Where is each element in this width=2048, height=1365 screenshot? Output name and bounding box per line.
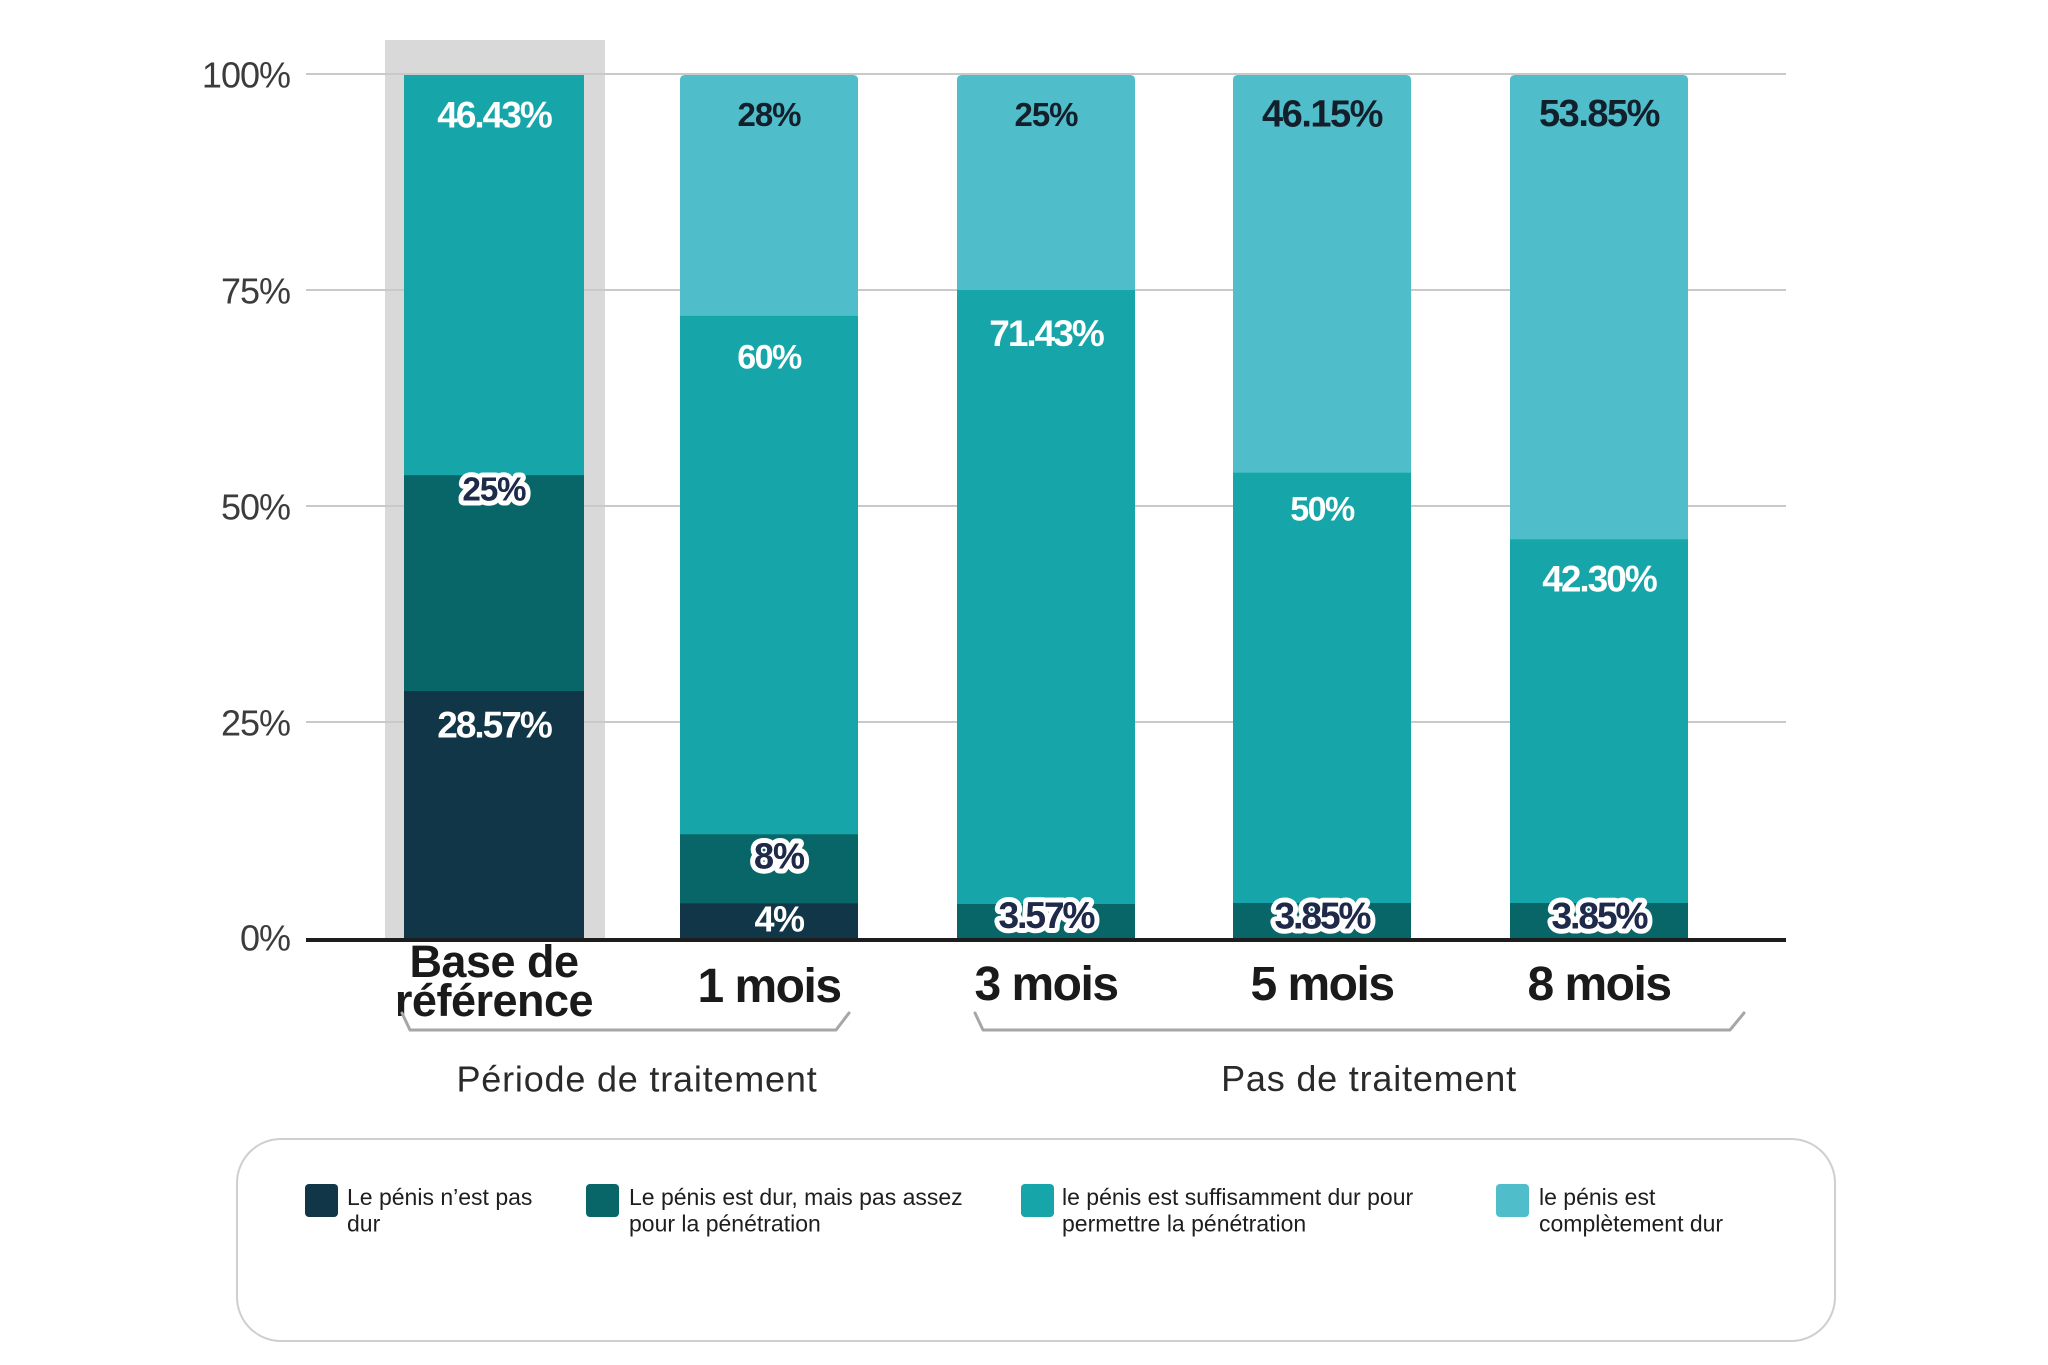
svg-text:Le pénis n’est pas: Le pénis n’est pas [347,1184,532,1210]
svg-text:0%: 0% [240,918,290,959]
svg-text:46.15%: 46.15% [1262,94,1383,136]
svg-text:75%: 75% [221,271,290,312]
svg-text:3.85%: 3.85% [1275,896,1371,937]
svg-text:le pénis est suffisamment dur: le pénis est suffisamment dur pour [1062,1184,1413,1210]
svg-text:3.85%: 3.85% [1552,896,1648,937]
svg-text:53.85%: 53.85% [1539,93,1660,135]
svg-text:Le pénis est dur, mais pas ass: Le pénis est dur, mais pas assez [629,1184,963,1210]
svg-text:25%: 25% [221,703,290,744]
svg-text:dur: dur [347,1211,381,1237]
svg-text:le pénis est: le pénis est [1539,1184,1656,1210]
svg-text:5 mois: 5 mois [1250,958,1393,1011]
svg-text:3 mois: 3 mois [974,958,1117,1011]
svg-text:25%: 25% [462,471,526,508]
svg-text:4%: 4% [754,899,805,940]
svg-text:25%: 25% [462,471,526,508]
svg-text:permettre la pénétration: permettre la pénétration [1062,1211,1306,1237]
svg-text:8%: 8% [754,835,805,876]
svg-text:3.85%: 3.85% [1275,896,1371,937]
svg-text:1 mois: 1 mois [697,960,840,1013]
svg-text:pour la pénétration: pour la pénétration [629,1211,821,1237]
svg-text:Base de: Base de [409,936,578,987]
svg-text:71.43%: 71.43% [989,313,1104,354]
svg-text:référence: référence [395,975,593,1026]
svg-text:3.57%: 3.57% [999,895,1095,936]
svg-text:28%: 28% [737,96,801,133]
svg-text:50%: 50% [1290,490,1355,528]
svg-text:50%: 50% [221,487,290,528]
svg-text:complètement dur: complètement dur [1539,1211,1723,1237]
svg-text:Pas de traitement: Pas de traitement [1221,1058,1517,1099]
svg-text:3.57%: 3.57% [999,895,1095,936]
svg-text:46.43%: 46.43% [437,95,552,136]
svg-text:100%: 100% [202,55,290,96]
svg-text:8%: 8% [754,835,805,876]
svg-text:28.57%: 28.57% [437,705,552,746]
svg-text:25%: 25% [1014,96,1078,133]
svg-text:8 mois: 8 mois [1527,958,1670,1011]
svg-text:60%: 60% [737,339,802,377]
svg-text:Période de traitement: Période de traitement [457,1059,818,1100]
svg-text:42.30%: 42.30% [1542,559,1657,600]
svg-text:3.85%: 3.85% [1552,896,1648,937]
